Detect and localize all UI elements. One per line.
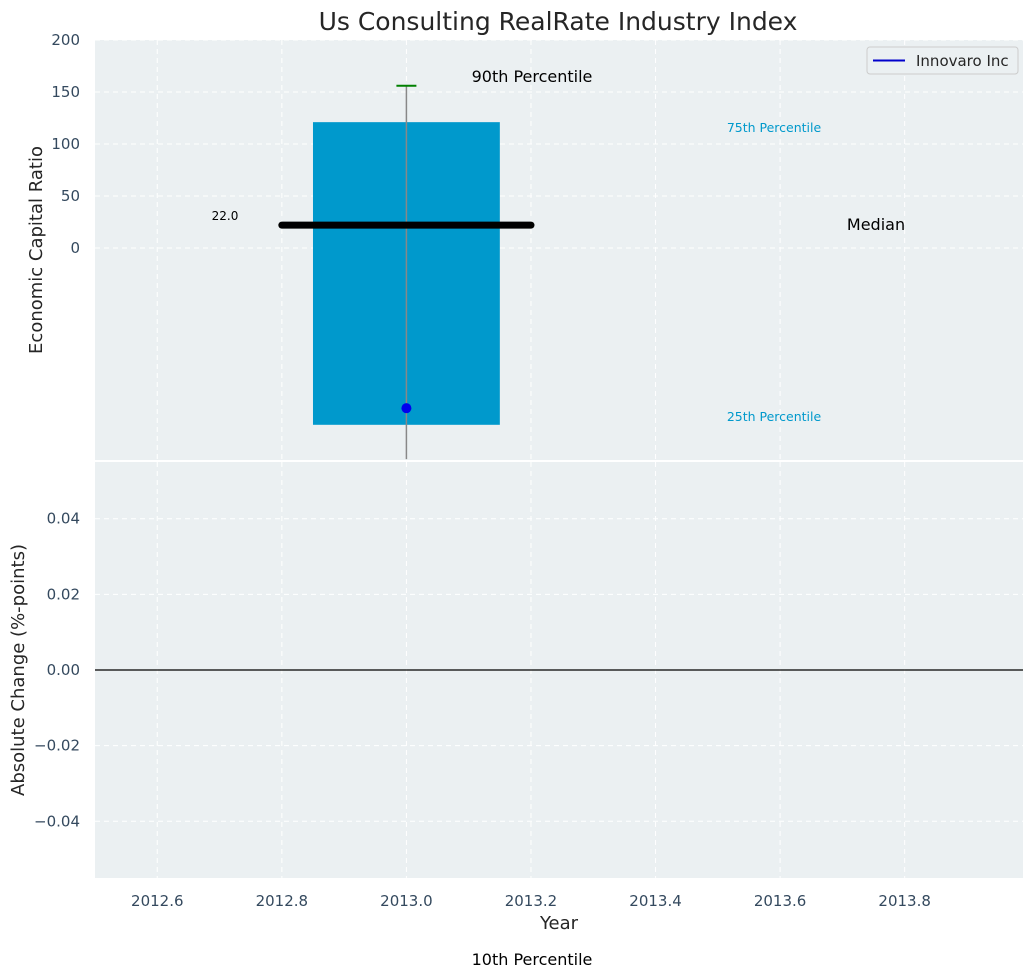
- bottom-y-tick-label: −0.02: [34, 737, 80, 755]
- annotation-median: Median: [847, 215, 905, 234]
- top-y-axis-label: Economic Capital Ratio: [26, 146, 47, 354]
- top-marks: 22.0: [212, 84, 535, 460]
- annotation-10th-percentile: 10th Percentile: [472, 950, 593, 969]
- annotation-90th-percentile: 90th Percentile: [472, 67, 593, 86]
- x-tick-label: 2013.4: [629, 892, 682, 910]
- legend-box: [866, 46, 1019, 75]
- bottom-y-tick-label: −0.04: [34, 812, 80, 830]
- top-y-ticks: 0 50 100 150 200: [51, 31, 80, 257]
- bottom-y-tick-label: 0.02: [47, 585, 80, 603]
- top-y-tick-label: 150: [51, 83, 80, 101]
- legend: Innovaro Inc: [866, 46, 1019, 75]
- top-y-tick-label: 0: [70, 239, 80, 257]
- bottom-x-ticks: 2012.6 2012.8 2013.0 2013.2 2013.4 2013.6 2013…: [131, 892, 931, 910]
- chart-title: Us Consulting RealRate Industry Index: [319, 7, 798, 36]
- x-tick-label: 2012.6: [131, 892, 184, 910]
- annotation-25th-percentile: 25th Percentile: [727, 409, 822, 424]
- bottom-y-axis-label: Absolute Change (%-points): [8, 544, 29, 796]
- median-value-label: 22.0: [212, 209, 239, 223]
- top-y-tick-label: 100: [51, 135, 80, 153]
- x-tick-label: 2013.0: [380, 892, 433, 910]
- top-plot-area: [95, 40, 1023, 460]
- x-tick-label: 2013.8: [878, 892, 931, 910]
- x-tick-label: 2013.2: [505, 892, 558, 910]
- top-y-tick-label: 50: [61, 187, 80, 205]
- top-y-tick-label: 200: [51, 31, 80, 49]
- legend-entry-innovaro-inc: Innovaro Inc: [916, 52, 1009, 70]
- x-tick-label: 2013.6: [754, 892, 807, 910]
- bottom-y-tick-label: 0.04: [47, 510, 80, 528]
- bottom-y-tick-label: 0.00: [47, 661, 80, 679]
- x-axis-label: Year: [539, 913, 579, 934]
- company-point-innovaro-inc: [401, 403, 412, 414]
- bottom-y-ticks: −0.04 −0.02 0.00 0.02 0.04: [34, 510, 80, 831]
- x-tick-label: 2012.8: [256, 892, 309, 910]
- annotation-75th-percentile: 75th Percentile: [727, 120, 822, 135]
